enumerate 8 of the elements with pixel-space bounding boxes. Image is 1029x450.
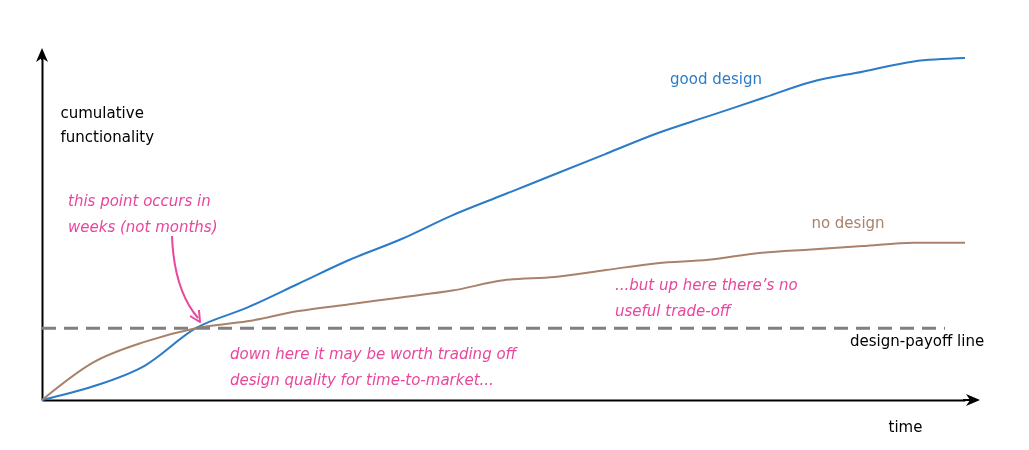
y-axis-title: cumulative functionality bbox=[60, 103, 155, 146]
x-axis-title: time bbox=[888, 417, 923, 436]
annotation: down here it may be worth trading off design quality for time-to-market... bbox=[230, 345, 519, 389]
annotation: ...but up here there’s no useful trade-off bbox=[615, 276, 798, 320]
series-label: no design bbox=[811, 214, 885, 232]
annotation: this point occurs in weeks (not months) bbox=[68, 192, 218, 236]
ref-line-label: design-payoff line bbox=[850, 332, 985, 350]
series-label: good design bbox=[670, 70, 762, 88]
